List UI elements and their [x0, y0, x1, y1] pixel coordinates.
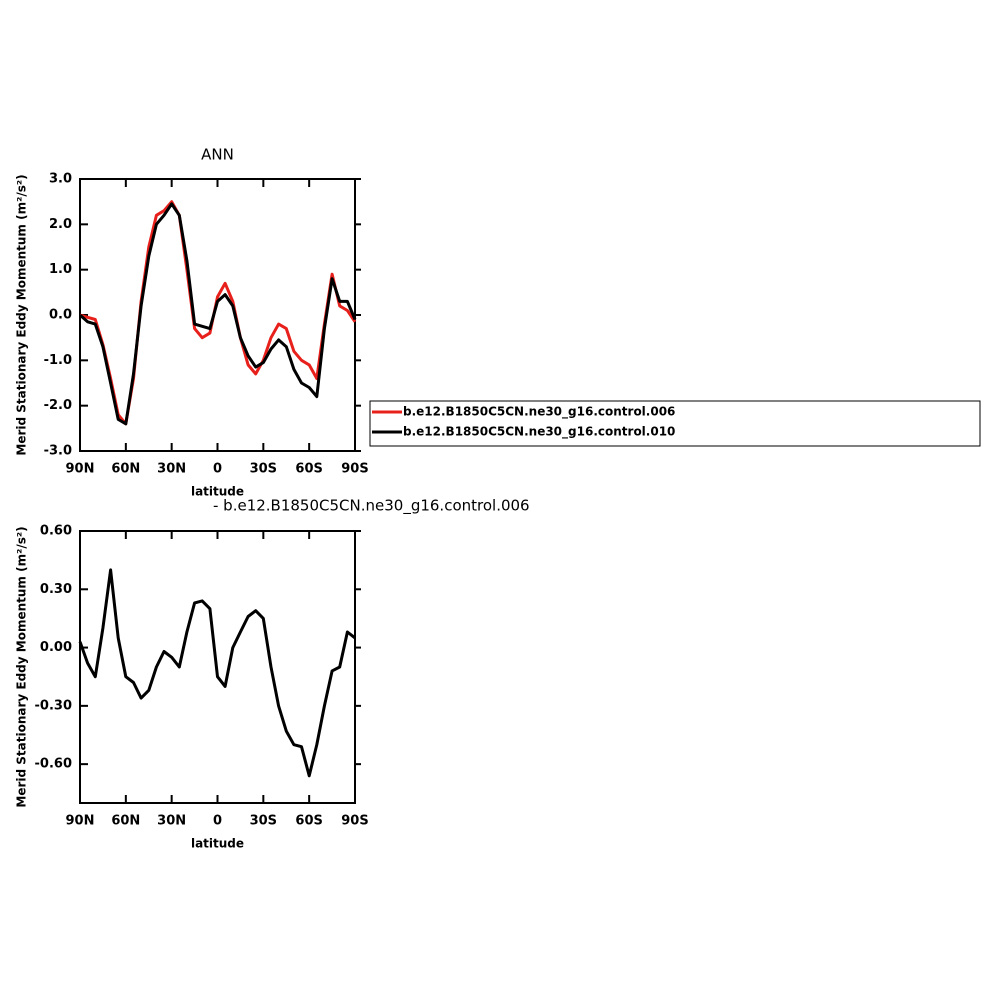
- y-tick-label: -0.30: [35, 698, 72, 713]
- series-line: [79, 200, 357, 426]
- x-tick-label: 0: [213, 814, 222, 829]
- x-tick-label: 60N: [111, 462, 140, 477]
- x-tick-label: 90N: [66, 814, 95, 829]
- chart-subtitle: - b.e12.B1850C5CN.ne30_g16.control.006: [213, 497, 530, 516]
- x-axis-label: latitude: [191, 837, 244, 851]
- legend-label: b.e12.B1850C5CN.ne30_g16.control.006: [403, 405, 675, 420]
- x-tick-label: 60S: [295, 462, 322, 477]
- x-tick-label: 0: [213, 462, 222, 477]
- x-tick-label: 60S: [295, 814, 322, 829]
- y-axis-label: Merid Stationary Eddy Momentum (m²/s²): [15, 174, 29, 455]
- x-tick-label: 60N: [111, 814, 140, 829]
- x-axis-label: latitude: [191, 485, 244, 499]
- y-tick-label: 0.60: [40, 524, 72, 539]
- x-tick-label: 90N: [66, 462, 95, 477]
- y-tick-label: -0.60: [35, 757, 72, 772]
- plot-frame: [79, 178, 356, 452]
- x-tick-label: 90S: [341, 462, 368, 477]
- plot-frame: [79, 530, 356, 804]
- y-tick-label: 1.0: [49, 262, 72, 277]
- y-tick-label: -2.0: [44, 398, 72, 413]
- y-tick-label: -1.0: [44, 353, 72, 368]
- chart-title: ANN: [201, 146, 234, 164]
- legend-box: [369, 400, 981, 447]
- y-axis-label: Merid Stationary Eddy Momentum (m²/s²): [15, 526, 29, 807]
- x-tick-label: 30N: [157, 814, 186, 829]
- series-line: [78, 202, 357, 426]
- y-tick-label: 0.00: [40, 640, 72, 655]
- y-tick-label: -3.0: [44, 444, 72, 459]
- x-tick-label: 90S: [341, 814, 368, 829]
- legend-label: b.e12.B1850C5CN.ne30_g16.control.010: [403, 425, 675, 440]
- y-tick-label: 2.0: [49, 217, 72, 232]
- x-tick-label: 30S: [250, 462, 277, 477]
- y-tick-label: 0.30: [40, 582, 72, 597]
- y-tick-label: 0.0: [49, 308, 72, 323]
- x-tick-label: 30S: [250, 814, 277, 829]
- series-line: [78, 568, 356, 778]
- x-tick-label: 30N: [157, 462, 186, 477]
- y-tick-label: 3.0: [49, 172, 72, 187]
